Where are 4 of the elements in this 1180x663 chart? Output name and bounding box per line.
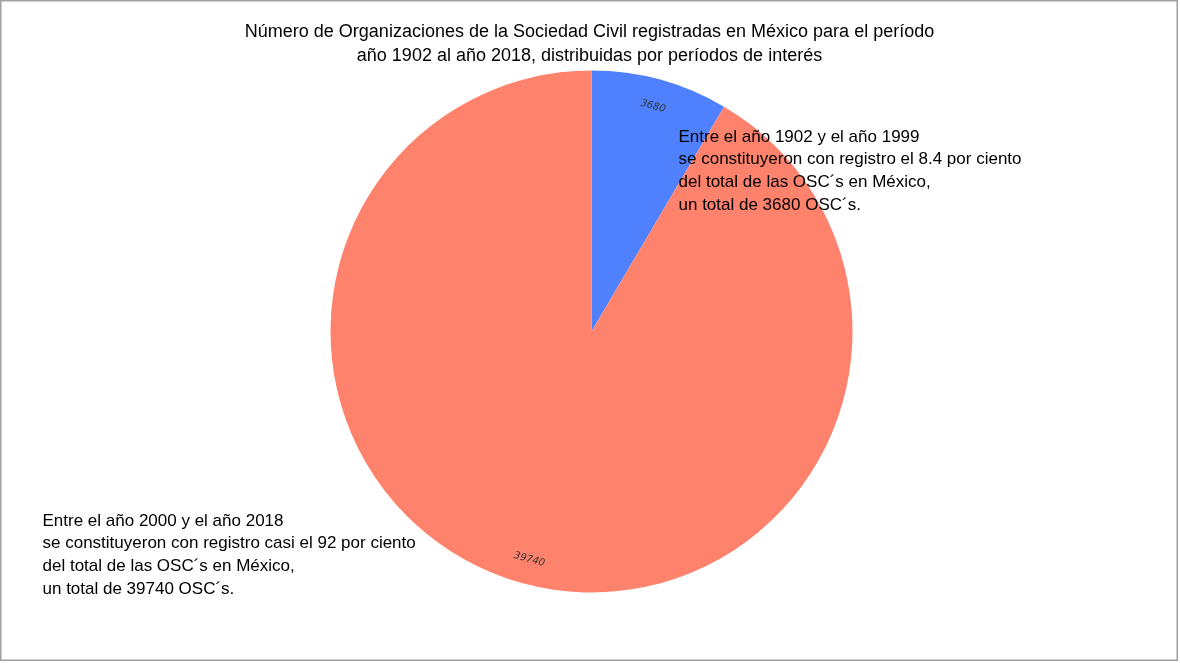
data-label: 39740 (512, 549, 547, 569)
chart-title: Número de Organizaciones de la Sociedad Civil registradas en México para el período año 1902 al año 2018, distribuidas por períodos de interés (244, 20, 935, 65)
text: Entre el año 2000 y el año 2018 se constituyeron con registro casi el 92 por ciento del total de las OSC´s en México, un total de 39740 OSC´s. (42, 510, 416, 598)
data-label: 3680 (639, 96, 667, 115)
